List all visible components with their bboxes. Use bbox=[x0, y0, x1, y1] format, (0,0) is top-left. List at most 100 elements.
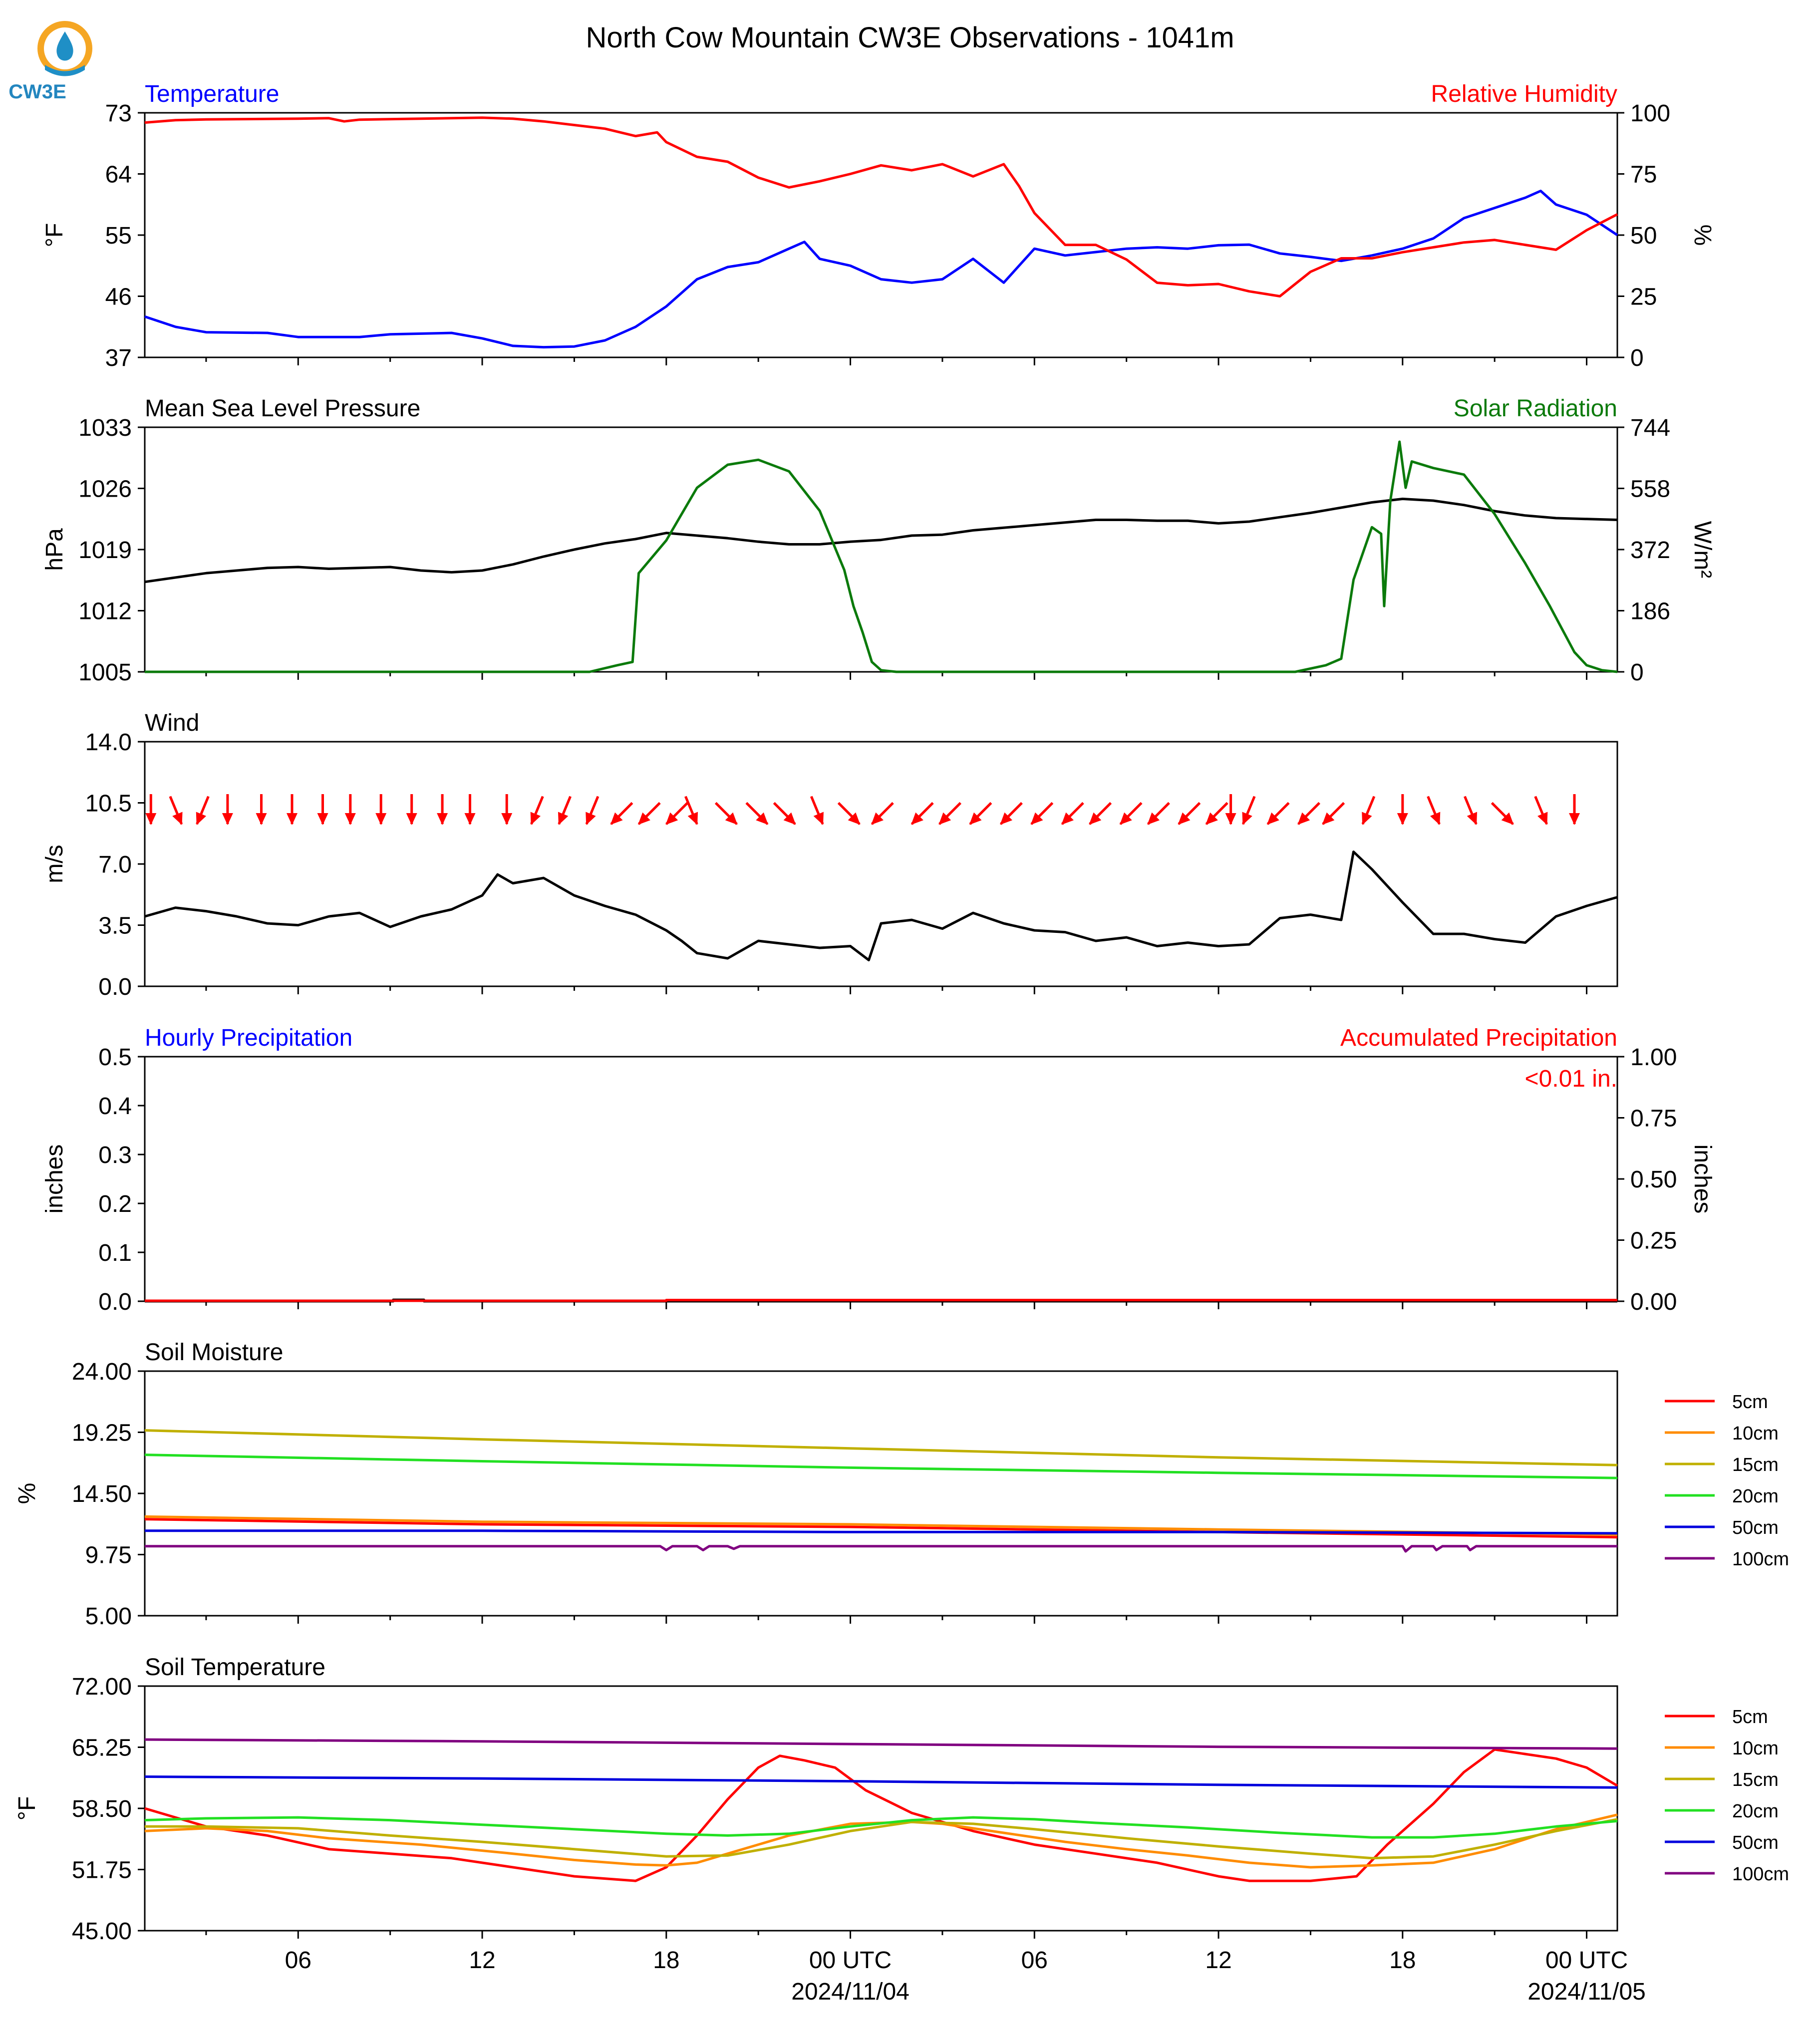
wind-direction-arrow bbox=[317, 794, 328, 825]
wind-direction-arrow bbox=[610, 802, 633, 825]
wind-direction-arrow bbox=[1322, 802, 1345, 825]
y-tick-label: 0.2 bbox=[98, 1191, 132, 1217]
panel-frame bbox=[144, 741, 1618, 987]
arrow-head bbox=[1362, 812, 1372, 825]
y-tick-label: 65.25 bbox=[72, 1735, 132, 1761]
arrow-head bbox=[911, 812, 923, 825]
series-line-5cm bbox=[144, 1748, 1618, 1882]
y-tick-label: 19.25 bbox=[72, 1420, 132, 1447]
wind-direction-arrow bbox=[1491, 802, 1514, 825]
arrow-head bbox=[586, 812, 596, 825]
y-tick-label: 14.0 bbox=[85, 729, 132, 756]
panel-frame bbox=[144, 1685, 1618, 1932]
logo-text: CW3E bbox=[8, 81, 66, 103]
wind-direction-arrow bbox=[810, 796, 824, 825]
arrow-head bbox=[1266, 812, 1279, 825]
wind-direction-arrow bbox=[1569, 794, 1580, 825]
arrow-head bbox=[317, 813, 328, 825]
arrow-head bbox=[938, 812, 951, 825]
y-axis-label: °F bbox=[14, 1796, 40, 1821]
legend-label: 50cm bbox=[1732, 1517, 1779, 1538]
y-tick-label: 1033 bbox=[78, 415, 132, 441]
y-tick-label: 72.00 bbox=[72, 1674, 132, 1700]
panel-title-right: Relative Humidity bbox=[1431, 81, 1617, 107]
panel-title-right: Accumulated Precipitation bbox=[1340, 1025, 1617, 1051]
y-tick-label: 24.00 bbox=[72, 1359, 132, 1385]
y-tick-label-right: 0 bbox=[1630, 659, 1644, 686]
cw3e-logo-icon bbox=[37, 21, 92, 76]
y-tick-label: 0.0 bbox=[98, 974, 132, 1000]
y-tick-label: 9.75 bbox=[85, 1542, 132, 1569]
arrow-head bbox=[1119, 812, 1132, 825]
x-tick-label: 06 bbox=[285, 1947, 311, 1974]
y-tick-label-right: 1.00 bbox=[1630, 1044, 1677, 1071]
x-date-label: 2024/11/04 bbox=[791, 1979, 910, 2005]
wind-direction-arrow bbox=[938, 802, 961, 825]
series-line-mean-sea-level-pressure bbox=[144, 498, 1618, 583]
panel-title-left: Temperature bbox=[145, 81, 279, 107]
legend-label: 100cm bbox=[1732, 1864, 1789, 1885]
series-line-15cm bbox=[145, 1818, 1618, 1860]
arrow-head bbox=[1030, 812, 1043, 825]
x-tick-label: 00 UTC bbox=[1545, 1947, 1628, 1974]
y-axis-label-right: W/m² bbox=[1689, 521, 1716, 579]
arrow-head bbox=[1467, 812, 1478, 825]
wind-direction-arrow bbox=[1361, 796, 1376, 825]
wind-direction-arrow bbox=[837, 802, 861, 825]
x-tick-label: 18 bbox=[1389, 1947, 1416, 1974]
panel-soil_temperature: 72.00 65.25 58.50 51.75 45.00 °F Soil Temperat… bbox=[14, 1654, 1789, 1945]
y-tick-label-right: 744 bbox=[1630, 415, 1670, 441]
y-tick-label-right: 186 bbox=[1630, 598, 1670, 625]
series-line-relative-humidity bbox=[144, 116, 1618, 297]
y-tick-label: 1026 bbox=[78, 476, 132, 503]
wind-direction-arrow bbox=[1178, 802, 1201, 825]
y-tick-label-right: 558 bbox=[1630, 476, 1670, 503]
wind-direction-arrow bbox=[256, 794, 267, 825]
x-tick-label: 12 bbox=[469, 1947, 495, 1974]
wind-direction-arrow bbox=[585, 796, 600, 825]
y-tick-label: 58.50 bbox=[72, 1796, 132, 1822]
legend-label: 20cm bbox=[1732, 1801, 1779, 1822]
arrow-head bbox=[1061, 812, 1074, 825]
y-axis-label: % bbox=[14, 1483, 40, 1504]
y-tick-label-right: 0 bbox=[1630, 345, 1644, 371]
series-line-solar-radiation bbox=[145, 440, 1618, 673]
arrow-head bbox=[558, 812, 569, 825]
y-tick-label: 73 bbox=[105, 100, 132, 127]
legend-label: 15cm bbox=[1732, 1769, 1779, 1790]
arrow-head bbox=[172, 812, 183, 825]
arrow-head bbox=[756, 812, 769, 825]
wind-direction-arrow bbox=[637, 802, 661, 825]
x-tick-label: 18 bbox=[653, 1947, 679, 1974]
panel-precipitation: 0.5 0.4 0.3 0.2 0.1 0.0 inches 1.00 0.75 0.50 0.25… bbox=[41, 1025, 1716, 1315]
wind-direction-arrow bbox=[665, 802, 688, 825]
arrow-head bbox=[1569, 813, 1580, 825]
y-tick-label: 46 bbox=[105, 284, 132, 310]
precip-total-annotation: <0.01 in. bbox=[1525, 1066, 1617, 1092]
wind-direction-arrow bbox=[1225, 794, 1236, 825]
arrow-head bbox=[687, 812, 698, 825]
panel-title-right: Solar Radiation bbox=[1454, 395, 1617, 422]
panel-pressure_solar: 1033 1026 1019 1012 1005 hPa 744 558 372 186 0 W/m²… bbox=[41, 395, 1716, 686]
wind-direction-arrow bbox=[1427, 796, 1441, 825]
arrow-head bbox=[1147, 812, 1160, 825]
arrow-head bbox=[222, 813, 233, 825]
y-tick-label-right: 0.75 bbox=[1630, 1106, 1677, 1132]
wind-direction-arrow bbox=[375, 794, 387, 825]
series-line-5cm bbox=[144, 1518, 1618, 1539]
wind-direction-arrow bbox=[684, 796, 698, 825]
wind-direction-arrow bbox=[196, 796, 210, 825]
wind-direction-arrow bbox=[437, 794, 448, 825]
wind-direction-arrow bbox=[1119, 802, 1143, 825]
y-axis-label: m/s bbox=[41, 845, 68, 883]
arrow-head bbox=[437, 813, 448, 825]
arrow-head bbox=[375, 813, 387, 825]
cw3e-logo bbox=[27, 17, 102, 102]
y-tick-label: 64 bbox=[105, 162, 132, 188]
arrow-head bbox=[783, 812, 796, 825]
wind-direction-arrow bbox=[1241, 796, 1256, 825]
arrow-head bbox=[1537, 812, 1548, 825]
x-tick-label: 12 bbox=[1205, 1947, 1231, 1974]
legend-label: 5cm bbox=[1732, 1707, 1768, 1728]
